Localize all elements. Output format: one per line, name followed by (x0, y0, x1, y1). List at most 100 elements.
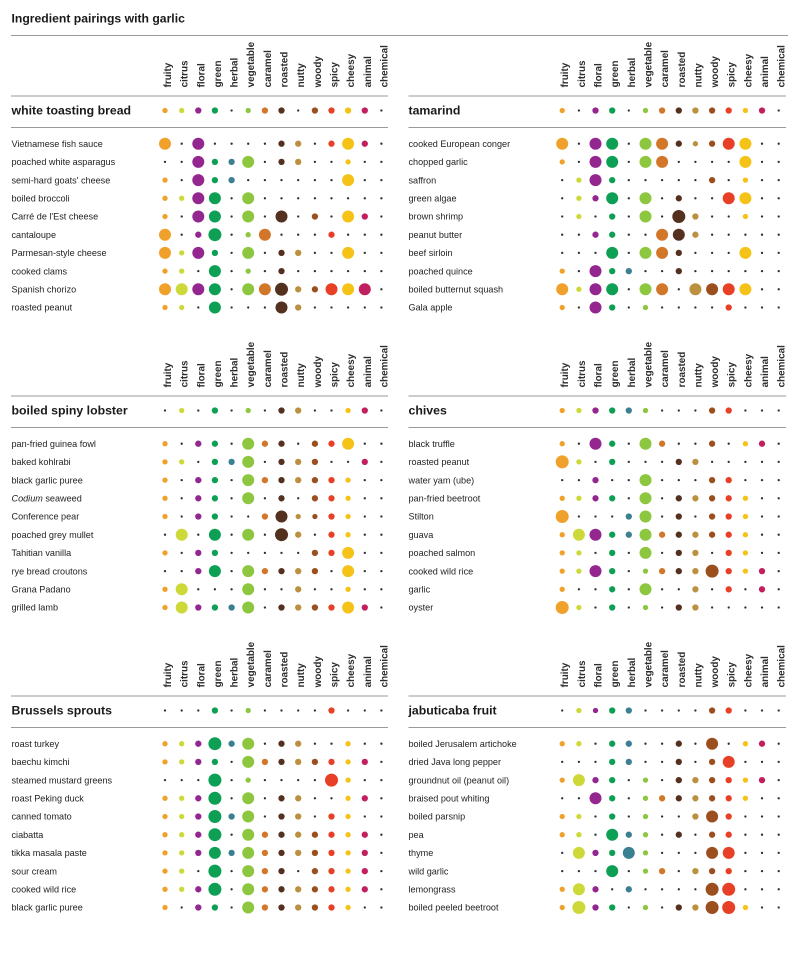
svg-text:Parmesan-style cheese: Parmesan-style cheese (12, 248, 107, 258)
svg-text:black garlic puree: black garlic puree (12, 475, 83, 485)
svg-text:saffron: saffron (409, 175, 437, 185)
svg-text:woody: woody (710, 656, 721, 689)
svg-text:groundnut oil (peanut oil): groundnut oil (peanut oil) (409, 775, 510, 785)
svg-text:green: green (610, 660, 621, 687)
svg-text:black truffle: black truffle (409, 439, 455, 449)
svg-text:citrus: citrus (180, 60, 191, 87)
svg-text:beef sirloin: beef sirloin (409, 248, 453, 258)
svg-text:jabuticaba fruit: jabuticaba fruit (408, 703, 497, 717)
svg-text:Brussels sprouts: Brussels sprouts (12, 703, 113, 717)
svg-text:chemical: chemical (379, 45, 390, 88)
svg-text:fruity: fruity (560, 362, 571, 387)
svg-text:caramel: caramel (660, 350, 671, 388)
svg-text:cheesy: cheesy (346, 353, 357, 387)
svg-text:water yam (ube): water yam (ube) (408, 475, 475, 485)
svg-text:nutty: nutty (693, 363, 704, 388)
svg-text:green algae: green algae (409, 194, 457, 204)
svg-text:roasted peanut: roasted peanut (12, 303, 73, 313)
svg-text:animal: animal (760, 356, 771, 388)
svg-text:boiled Jerusalem artichoke: boiled Jerusalem artichoke (409, 739, 517, 749)
svg-text:citrus: citrus (577, 360, 588, 387)
svg-text:boiled spiny lobster: boiled spiny lobster (12, 403, 128, 417)
svg-text:floral: floral (594, 363, 605, 387)
svg-text:poached white asparagus: poached white asparagus (12, 157, 116, 167)
svg-text:rye bread croutons: rye bread croutons (12, 566, 88, 576)
svg-text:cheesy: cheesy (743, 653, 754, 687)
svg-text:chemical: chemical (777, 645, 788, 688)
svg-text:braised pout whiting: braised pout whiting (409, 794, 490, 804)
svg-text:caramel: caramel (263, 650, 274, 688)
svg-text:cheesy: cheesy (743, 53, 754, 87)
svg-text:peanut butter: peanut butter (409, 230, 463, 240)
svg-text:woody: woody (710, 356, 721, 389)
svg-text:animal: animal (363, 656, 374, 688)
svg-text:baked kohlrabi: baked kohlrabi (12, 457, 71, 467)
svg-text:herbal: herbal (627, 658, 638, 688)
svg-text:vegetable: vegetable (246, 641, 257, 687)
svg-text:boiled peeled beetroot: boiled peeled beetroot (409, 903, 499, 913)
svg-text:cooked wild rice: cooked wild rice (409, 566, 474, 576)
svg-text:Grana Padano: Grana Padano (12, 585, 71, 595)
svg-text:cheesy: cheesy (743, 353, 754, 387)
svg-text:nutty: nutty (693, 663, 704, 688)
svg-text:citrus: citrus (577, 60, 588, 87)
svg-text:citrus: citrus (180, 360, 191, 387)
svg-text:roasted: roasted (280, 52, 291, 88)
svg-text:vegetable: vegetable (644, 341, 655, 387)
svg-text:green: green (213, 360, 224, 387)
svg-text:spicy: spicy (727, 662, 738, 688)
svg-text:sour cream: sour cream (12, 866, 57, 876)
svg-text:poached salmon: poached salmon (409, 548, 476, 558)
svg-text:caramel: caramel (263, 50, 274, 88)
svg-text:roast turkey: roast turkey (12, 739, 60, 749)
svg-text:pan-fried beetroot: pan-fried beetroot (409, 494, 481, 504)
svg-text:vegetable: vegetable (644, 641, 655, 687)
svg-text:spicy: spicy (330, 662, 341, 688)
svg-text:fruity: fruity (163, 62, 174, 87)
svg-text:ciabatta: ciabatta (12, 830, 45, 840)
svg-text:animal: animal (760, 656, 771, 688)
svg-text:roast Peking duck: roast Peking duck (12, 794, 85, 804)
svg-text:cooked clams: cooked clams (12, 266, 68, 276)
svg-text:floral: floral (594, 63, 605, 87)
svg-text:Gala apple: Gala apple (409, 303, 453, 313)
svg-text:Spanish chorizo: Spanish chorizo (12, 285, 77, 295)
svg-text:canned tomato: canned tomato (12, 812, 72, 822)
svg-text:roasted: roasted (280, 652, 291, 688)
svg-text:caramel: caramel (660, 50, 671, 88)
svg-text:lemongrass: lemongrass (409, 885, 456, 895)
svg-text:fruity: fruity (163, 662, 174, 687)
svg-text:grilled lamb: grilled lamb (12, 603, 59, 613)
svg-text:steamed mustard greens: steamed mustard greens (12, 775, 113, 785)
svg-text:green: green (213, 60, 224, 87)
svg-text:chemical: chemical (777, 45, 788, 88)
svg-text:nutty: nutty (693, 63, 704, 88)
svg-text:poached quince: poached quince (409, 266, 473, 276)
svg-text:boiled butternut squash: boiled butternut squash (409, 285, 504, 295)
svg-text:black garlic puree: black garlic puree (12, 903, 83, 913)
svg-text:green: green (213, 660, 224, 687)
svg-text:roasted: roasted (677, 352, 688, 388)
svg-text:guava: guava (409, 530, 435, 540)
svg-text:spicy: spicy (727, 62, 738, 88)
svg-text:woody: woody (313, 56, 324, 89)
svg-text:tikka masala paste: tikka masala paste (12, 848, 87, 858)
svg-text:Stilton: Stilton (409, 512, 434, 522)
svg-text:cantaloupe: cantaloupe (12, 230, 57, 240)
svg-text:animal: animal (760, 56, 771, 88)
svg-text:spicy: spicy (330, 362, 341, 388)
svg-text:cheesy: cheesy (346, 53, 357, 87)
svg-text:roasted: roasted (677, 52, 688, 88)
svg-text:Carré de l'Est cheese: Carré de l'Est cheese (12, 212, 99, 222)
svg-text:animal: animal (363, 56, 374, 88)
svg-text:roasted: roasted (677, 652, 688, 688)
svg-text:caramel: caramel (660, 650, 671, 688)
svg-text:Codium seaweed: Codium seaweed (12, 494, 82, 504)
svg-text:citrus: citrus (180, 660, 191, 687)
svg-text:nutty: nutty (296, 363, 307, 388)
svg-text:fruity: fruity (560, 62, 571, 87)
svg-text:animal: animal (363, 356, 374, 388)
svg-text:woody: woody (710, 56, 721, 89)
svg-text:citrus: citrus (577, 660, 588, 687)
svg-text:cheesy: cheesy (346, 653, 357, 687)
